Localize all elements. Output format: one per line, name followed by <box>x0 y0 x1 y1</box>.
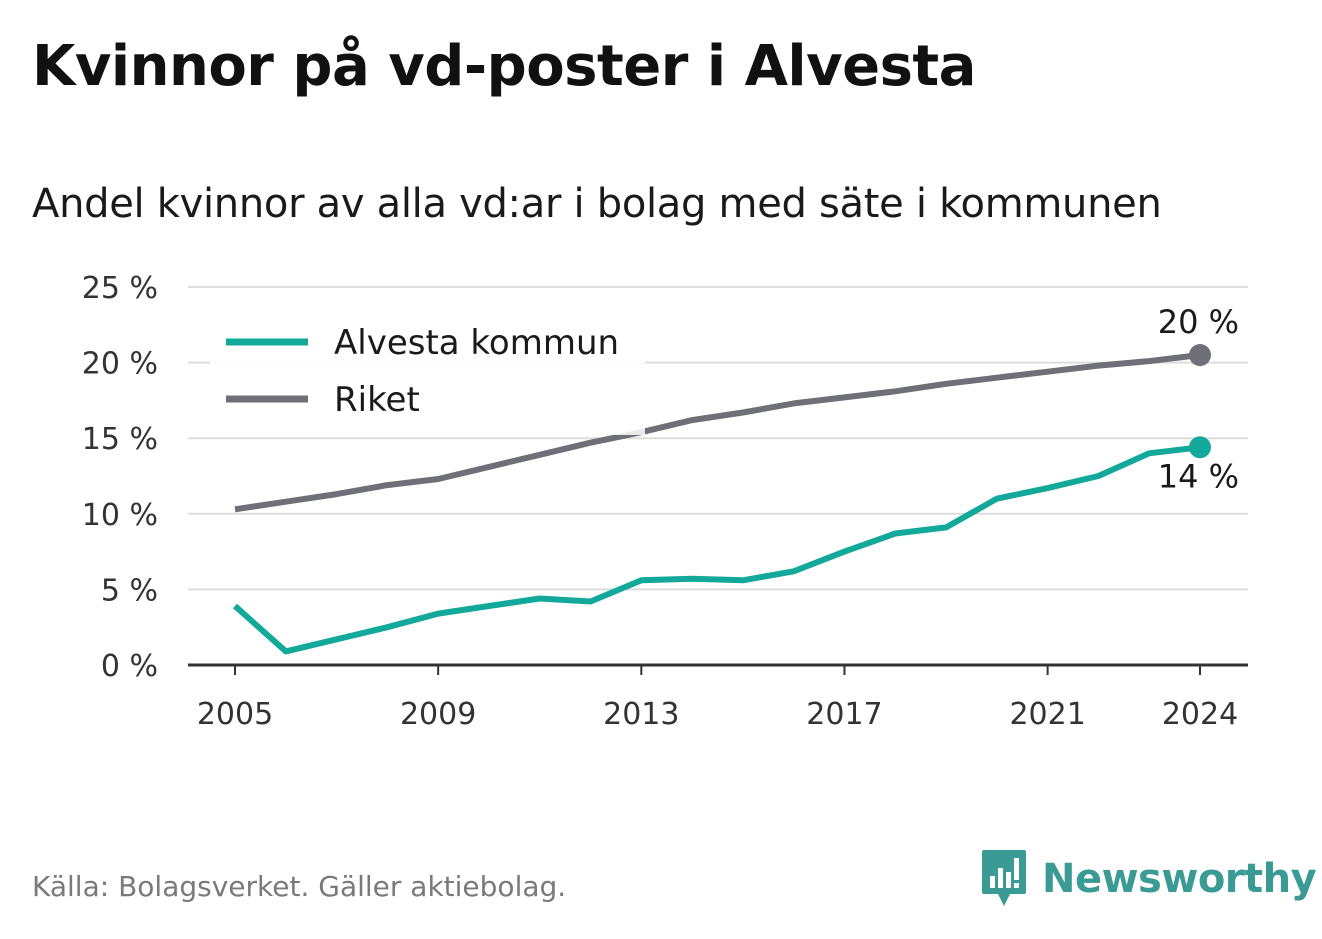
legend-label: Alvesta kommun <box>334 323 619 363</box>
series-end-label: 20 % <box>1158 303 1239 341</box>
newsworthy-icon <box>982 850 1026 906</box>
chart-title: Kvinnor på vd-poster i Alvesta <box>32 34 976 99</box>
x-tick-label: 2013 <box>603 697 679 732</box>
series-line <box>233 444 1201 655</box>
legend-label: Riket <box>334 380 420 420</box>
x-tick-label: 2021 <box>1009 697 1085 732</box>
series-end-label: 14 % <box>1158 457 1239 495</box>
x-tick-label: 2005 <box>197 697 273 732</box>
brand-name: Newsworthy <box>1042 856 1317 902</box>
y-tick-label: 25 % <box>82 271 158 306</box>
chart-subtitle: Andel kvinnor av alla vd:ar i bolag med … <box>32 181 1162 227</box>
legend-background <box>210 313 645 435</box>
y-tick-label: 15 % <box>82 422 158 457</box>
y-tick-label: 0 % <box>101 649 158 684</box>
y-tick-label: 20 % <box>82 347 158 382</box>
x-tick-label: 2017 <box>806 697 882 732</box>
series-end-point <box>1189 436 1211 459</box>
series-end-point <box>1189 344 1211 367</box>
y-tick-label: 5 % <box>101 573 158 608</box>
x-tick-label: 2024 <box>1162 697 1238 732</box>
brand-logo: Newsworthy <box>980 848 1317 910</box>
y-tick-label: 10 % <box>82 498 158 533</box>
x-tick-label: 2009 <box>400 697 476 732</box>
series-line <box>234 352 1201 513</box>
source-note: Källa: Bolagsverket. Gäller aktiebolag. <box>32 870 567 903</box>
